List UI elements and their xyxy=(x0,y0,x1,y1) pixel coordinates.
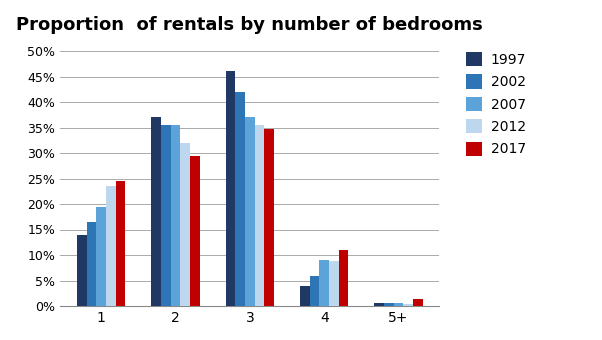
Bar xyxy=(190,156,200,306)
Bar xyxy=(161,125,170,306)
Bar xyxy=(384,303,394,306)
Bar xyxy=(255,125,264,306)
Bar xyxy=(77,235,87,306)
Bar xyxy=(339,250,349,306)
Bar xyxy=(309,276,320,306)
Bar xyxy=(106,186,116,306)
Bar xyxy=(374,304,384,306)
Bar xyxy=(394,304,403,306)
Bar xyxy=(264,129,274,306)
Bar xyxy=(96,207,106,306)
Title: Proportion  of rentals by number of bedrooms: Proportion of rentals by number of bedro… xyxy=(16,16,483,34)
Legend: 1997, 2002, 2007, 2012, 2017: 1997, 2002, 2007, 2012, 2017 xyxy=(462,48,530,161)
Bar xyxy=(413,300,423,306)
Bar xyxy=(320,260,329,306)
Bar xyxy=(151,117,161,306)
Bar xyxy=(116,181,125,306)
Bar xyxy=(235,92,245,306)
Bar xyxy=(226,71,235,306)
Bar xyxy=(329,261,339,306)
Bar xyxy=(170,125,181,306)
Bar xyxy=(300,286,309,306)
Bar xyxy=(181,143,190,306)
Bar xyxy=(403,304,413,306)
Bar xyxy=(87,222,96,306)
Bar xyxy=(245,117,255,306)
